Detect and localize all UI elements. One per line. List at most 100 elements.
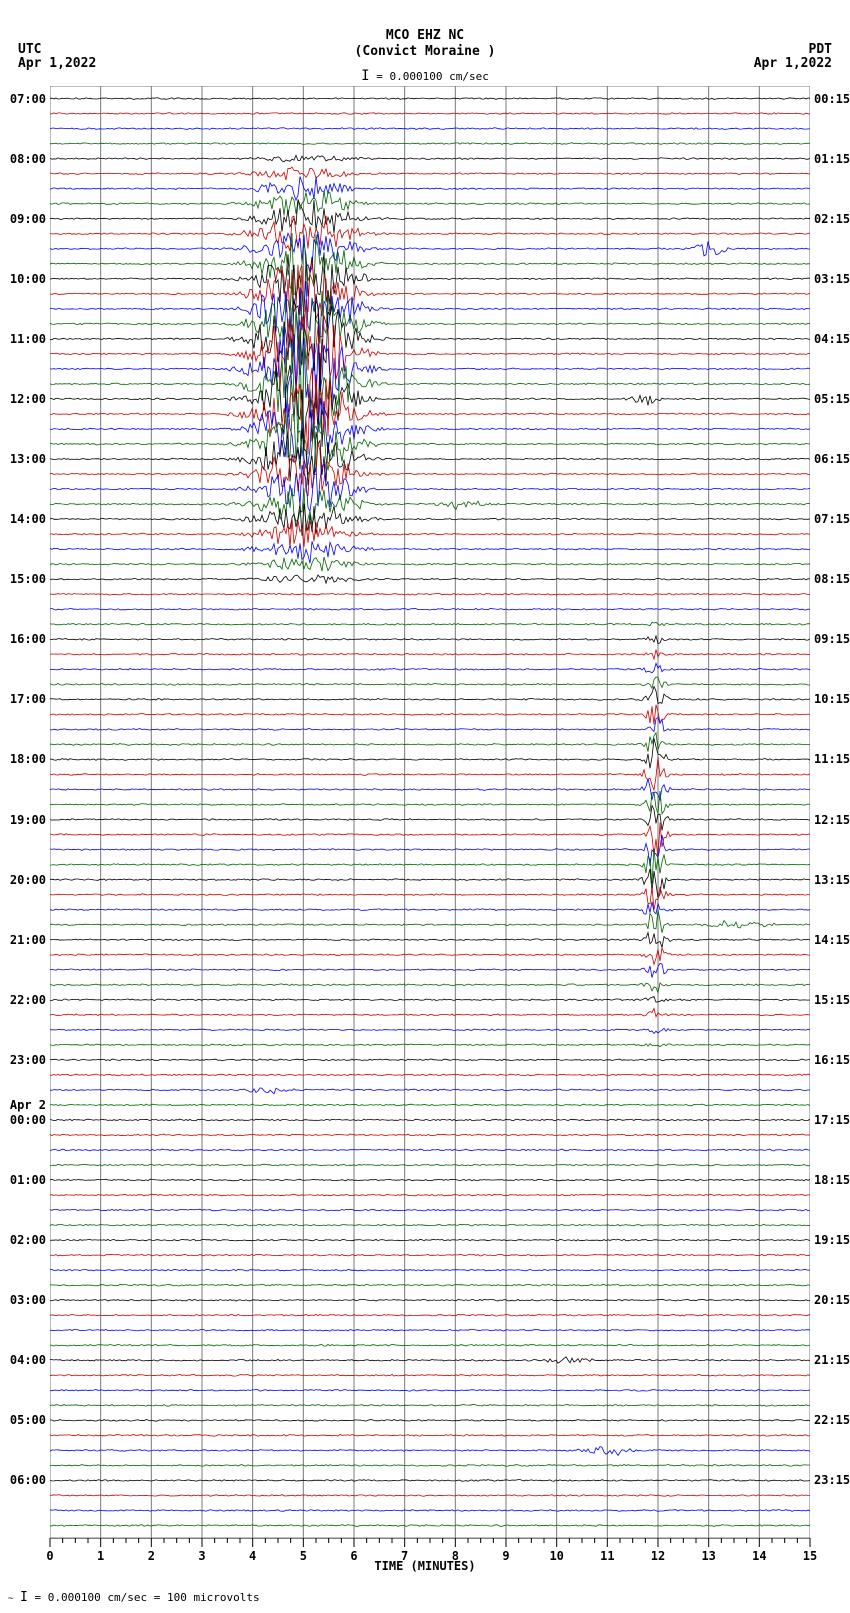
trace-row — [50, 1357, 810, 1363]
trace-row — [50, 663, 810, 673]
header: MCO EHZ NC (Convict Moraine ) — [0, 28, 850, 59]
trace-row — [50, 1495, 810, 1497]
trace-row — [50, 113, 810, 115]
utc-hour-label: 08:00 — [10, 152, 46, 166]
utc-hour-label: 04:00 — [10, 1353, 46, 1367]
footer-scale: ~ I = 0.000100 cm/sec = 100 microvolts — [8, 1590, 260, 1605]
footer-scale-bar-icon: I — [20, 1590, 28, 1605]
utc-hour-label: 13:00 — [10, 452, 46, 466]
utc-hour-label: 01:00 — [10, 1173, 46, 1187]
trace-row — [50, 232, 810, 273]
trace-row — [50, 519, 810, 548]
scale-note: I = 0.000100 cm/sec — [0, 68, 850, 84]
pdt-hour-label: 05:15 — [814, 392, 850, 406]
trace-row — [50, 428, 810, 485]
trace-row — [50, 1404, 810, 1406]
trace-row — [50, 791, 810, 814]
trace-row — [50, 1299, 810, 1301]
utc-hour-label: 09:00 — [10, 212, 46, 226]
trace-row — [50, 263, 810, 326]
trace-row — [50, 1314, 810, 1316]
trace-row — [50, 1164, 810, 1166]
trace-row — [50, 869, 810, 898]
trace-row — [50, 541, 810, 563]
utc-hour-label: 06:00 — [10, 1473, 46, 1487]
utc-hour-label: 21:00 — [10, 933, 46, 947]
seismogram-page: MCO EHZ NC (Convict Moraine ) UTC Apr 1,… — [0, 0, 850, 1613]
trace-row — [50, 887, 810, 910]
pdt-hour-label: 23:15 — [814, 1473, 850, 1487]
trace-row — [50, 488, 810, 531]
utc-hour-label: 15:00 — [10, 572, 46, 586]
pdt-hour-label: 00:15 — [814, 92, 850, 106]
trace-row — [50, 327, 810, 418]
pdt-hour-label: 08:15 — [814, 572, 850, 586]
utc-hour-label: 14:00 — [10, 512, 46, 526]
trace-row — [50, 1465, 810, 1467]
utc-hour-label: 23:00 — [10, 1053, 46, 1067]
trace-row — [50, 155, 810, 162]
pdt-hour-label: 13:15 — [814, 873, 850, 887]
trace-row — [50, 1420, 810, 1422]
utc-hour-label: 16:00 — [10, 632, 46, 646]
trace-row — [50, 779, 810, 800]
trace-row — [50, 1059, 810, 1061]
trace-row — [50, 997, 810, 1003]
trace-row — [50, 1239, 810, 1241]
trace-row — [50, 1329, 810, 1331]
trace-row — [50, 1480, 810, 1482]
station-name: (Convict Moraine ) — [0, 44, 850, 60]
date-rollover-label: Apr 2 — [10, 1098, 46, 1112]
trace-row — [50, 252, 810, 312]
trace-row — [50, 1179, 810, 1181]
trace-row — [50, 948, 810, 965]
utc-hour-label: 07:00 — [10, 92, 46, 106]
utc-hour-label: 03:00 — [10, 1293, 46, 1307]
pdt-hour-label: 14:15 — [814, 933, 850, 947]
pdt-hour-label: 20:15 — [814, 1293, 850, 1307]
trace-row — [50, 233, 810, 294]
pdt-hour-label: 12:15 — [814, 813, 850, 827]
trace-row — [50, 1390, 810, 1392]
utc-hour-label: 20:00 — [10, 873, 46, 887]
pdt-hour-label: 03:15 — [814, 272, 850, 286]
scale-bar-icon: I — [361, 68, 369, 84]
trace-row — [50, 398, 810, 468]
trace-row — [50, 835, 810, 866]
trace-row — [50, 1074, 810, 1076]
pdt-hour-label: 22:15 — [814, 1413, 850, 1427]
trace-row — [50, 1269, 810, 1271]
trace-row — [50, 733, 810, 752]
trace-row — [50, 757, 810, 790]
station-code: MCO EHZ NC — [0, 28, 850, 44]
trace-row — [50, 1374, 810, 1376]
trace-row — [50, 1044, 810, 1047]
pdt-hour-label: 04:15 — [814, 332, 850, 346]
trace-row — [50, 963, 810, 977]
trace-row — [50, 593, 810, 595]
pdt-hour-label: 16:15 — [814, 1053, 850, 1067]
utc-hour-label: 00:00 — [10, 1113, 46, 1127]
trace-row — [50, 1435, 810, 1437]
utc-hour-label: 12:00 — [10, 392, 46, 406]
pdt-hour-label: 15:15 — [814, 993, 850, 1007]
trace-row — [50, 806, 810, 831]
trace-row — [50, 1119, 810, 1121]
trace-row — [50, 368, 810, 455]
utc-hour-label: 02:00 — [10, 1233, 46, 1247]
footer-scale-text: = 0.000100 cm/sec = 100 microvolts — [35, 1591, 260, 1604]
seismogram-svg — [50, 86, 810, 1538]
trace-row — [50, 1284, 810, 1286]
pdt-hour-label: 11:15 — [814, 752, 850, 766]
trace-row — [50, 1088, 810, 1094]
utc-hour-label: 17:00 — [10, 692, 46, 706]
trace-row — [50, 177, 810, 201]
trace-row — [50, 281, 810, 348]
trace-row — [50, 705, 810, 725]
trace-row — [50, 933, 810, 948]
pdt-hour-label: 19:15 — [814, 1233, 850, 1247]
utc-hour-label: 10:00 — [10, 272, 46, 286]
utc-hour-label: 11:00 — [10, 332, 46, 346]
trace-row — [50, 557, 810, 571]
trace-row — [50, 650, 810, 659]
